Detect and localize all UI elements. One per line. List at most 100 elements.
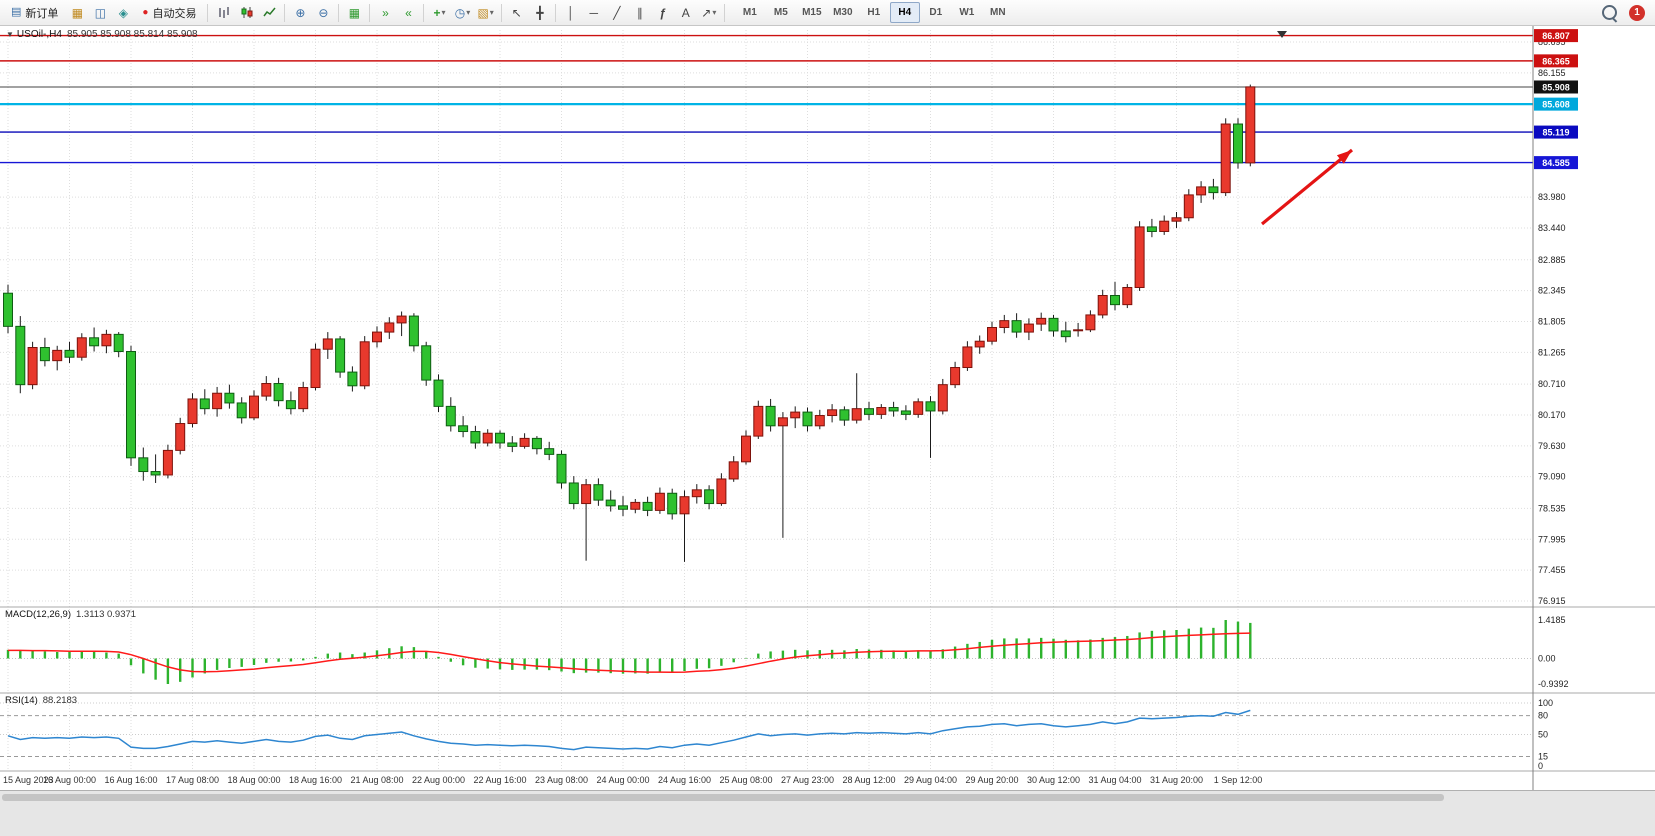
- svg-text:86.365: 86.365: [1542, 56, 1570, 66]
- chart-area: 86.69586.15583.98083.44082.88582.34581.8…: [0, 26, 1655, 790]
- svg-text:100: 100: [1538, 698, 1553, 708]
- rsi-name: RSI(14): [5, 695, 38, 706]
- timeframe-W1[interactable]: W1: [959, 7, 975, 18]
- svg-text:78.535: 78.535: [1538, 503, 1566, 513]
- toolbar-separator: [423, 3, 425, 22]
- channel-button[interactable]: ∥: [629, 2, 651, 23]
- chart-canvas[interactable]: 86.69586.15583.98083.44082.88582.34581.8…: [0, 26, 1655, 790]
- new-order-button[interactable]: ▤ 新订单: [4, 2, 65, 23]
- arrows-button[interactable]: ↗ ▾: [698, 2, 720, 23]
- svg-text:86.155: 86.155: [1538, 68, 1566, 78]
- price-tag-85.608: [1534, 97, 1578, 111]
- bar-chart-button[interactable]: [212, 2, 234, 23]
- templates-button[interactable]: ▧ ▾: [474, 2, 496, 23]
- timeframe-M5[interactable]: M5: [773, 7, 788, 18]
- pane-separators[interactable]: [0, 26, 1655, 790]
- svg-text:24 Aug 00:00: 24 Aug 00:00: [596, 775, 649, 785]
- trendline-button[interactable]: ╱: [606, 2, 628, 23]
- search-button[interactable]: [1598, 2, 1620, 23]
- price-tags: 86.807 86.365 85.908 85.608 85.119 84.585: [1534, 29, 1578, 170]
- svg-text:31 Aug 04:00: 31 Aug 04:00: [1088, 775, 1141, 785]
- tile-windows-button[interactable]: ▦: [343, 2, 365, 23]
- data-window-icon: ◫: [94, 5, 107, 20]
- toolbar-separator: [554, 3, 556, 22]
- chevron-down-icon: ▾: [466, 8, 471, 17]
- arrow-object-icon: ↗: [701, 5, 712, 20]
- timeframe-H1[interactable]: H1: [867, 7, 881, 18]
- timeframe-M1[interactable]: M1: [742, 7, 757, 18]
- channel-icon: ∥: [636, 5, 643, 20]
- auto-trading-label: 自动交易: [152, 7, 197, 20]
- candlestick-icon: [241, 7, 253, 18]
- toolbar-separator: [723, 3, 725, 22]
- svg-text:85.908: 85.908: [1542, 82, 1570, 92]
- line-chart-icon: [263, 7, 276, 17]
- horizontal-line-button[interactable]: ─: [583, 2, 605, 23]
- horizontal-level-lines[interactable]: [0, 34, 1533, 164]
- crosshair-button[interactable]: ╋: [529, 2, 551, 23]
- fibonacci-button[interactable]: ƒ: [652, 2, 674, 23]
- candlestick-button[interactable]: [235, 2, 257, 23]
- candles: [3, 84, 1256, 562]
- svg-text:29 Aug 20:00: 29 Aug 20:00: [965, 775, 1018, 785]
- svg-text:82.885: 82.885: [1538, 255, 1566, 265]
- zoom-in-button[interactable]: ⊕: [289, 2, 311, 23]
- data-window-button[interactable]: ◫: [89, 2, 111, 23]
- svg-text:1 Sep 12:00: 1 Sep 12:00: [1214, 775, 1263, 785]
- horizontal-scrollbar[interactable]: [2, 794, 1444, 801]
- timeframe-H4[interactable]: H4: [889, 2, 920, 23]
- bar-chart-icon: [219, 7, 229, 18]
- rsi-pane: [7, 709, 1251, 751]
- auto-scroll-button[interactable]: »: [374, 2, 396, 23]
- macd-indicator-label: MACD(12,26,9) 1.3113 0.9371: [5, 609, 136, 620]
- svg-text:-0.9392: -0.9392: [1538, 679, 1569, 689]
- macd-pane: [6, 619, 1252, 684]
- price-axis[interactable]: 86.69586.15583.98083.44082.88582.34581.8…: [1538, 37, 1569, 771]
- symbol-dropdown-icon[interactable]: ▼: [6, 30, 14, 39]
- notification-badge[interactable]: 1: [1629, 4, 1645, 21]
- toolbar: ▤ 新订单 ▦ ◫ ◈ ● 自动交易 ⊕ ⊖ ▦ » « + ▾ ◷ ▾ ▧ ▾: [0, 0, 1655, 26]
- arrow-head: [1336, 150, 1352, 164]
- svg-text:83.980: 83.980: [1538, 192, 1566, 202]
- zoom-out-button[interactable]: ⊖: [312, 2, 334, 23]
- timeframe-MN[interactable]: MN: [990, 7, 1006, 18]
- vertical-line-button[interactable]: │: [560, 2, 582, 23]
- svg-text:31 Aug 20:00: 31 Aug 20:00: [1150, 775, 1203, 785]
- svg-text:16 Aug 00:00: 16 Aug 00:00: [43, 775, 96, 785]
- market-watch-button[interactable]: ▦: [66, 2, 88, 23]
- market-watch-icon: ▦: [71, 5, 84, 20]
- svg-text:22 Aug 00:00: 22 Aug 00:00: [412, 775, 465, 785]
- svg-text:1.4185: 1.4185: [1538, 615, 1566, 625]
- svg-text:79.630: 79.630: [1538, 441, 1566, 451]
- bottom-strip: [0, 790, 1655, 836]
- text-button[interactable]: A: [675, 2, 697, 23]
- indicators-button[interactable]: + ▾: [428, 2, 450, 23]
- auto-scroll-icon: »: [382, 5, 389, 20]
- trend-arrow-annotation[interactable]: [1260, 148, 1354, 226]
- cursor-button[interactable]: ↖: [506, 2, 528, 23]
- timeframe-M15[interactable]: M15: [802, 7, 822, 18]
- new-order-icon: ▤: [11, 6, 22, 18]
- periods-button[interactable]: ◷ ▾: [451, 2, 473, 23]
- rsi-line: [7, 709, 1251, 751]
- price-tag-84.585: [1534, 156, 1578, 170]
- vertical-line-icon: │: [567, 5, 575, 20]
- chart-shift-marker[interactable]: [1277, 31, 1287, 38]
- chart-shift-button[interactable]: «: [397, 2, 419, 23]
- navigator-button[interactable]: ◈: [112, 2, 134, 23]
- svg-text:81.805: 81.805: [1538, 317, 1566, 327]
- toolbar-separator: [207, 3, 209, 22]
- chevron-down-icon: ▾: [441, 8, 446, 17]
- auto-trading-button[interactable]: ● 自动交易: [135, 2, 203, 23]
- chevron-down-icon: ▾: [489, 8, 494, 17]
- rsi-value: 88.2183: [42, 695, 78, 706]
- timeframe-D1[interactable]: D1: [929, 7, 943, 18]
- timeframe-M30[interactable]: M30: [833, 7, 853, 18]
- tile-windows-icon: ▦: [348, 5, 361, 20]
- svg-text:16 Aug 16:00: 16 Aug 16:00: [104, 775, 157, 785]
- svg-text:0: 0: [1538, 761, 1543, 771]
- line-chart-button[interactable]: [258, 2, 280, 23]
- crosshair-icon: ╋: [536, 5, 544, 20]
- toolbar-separator: [500, 3, 502, 22]
